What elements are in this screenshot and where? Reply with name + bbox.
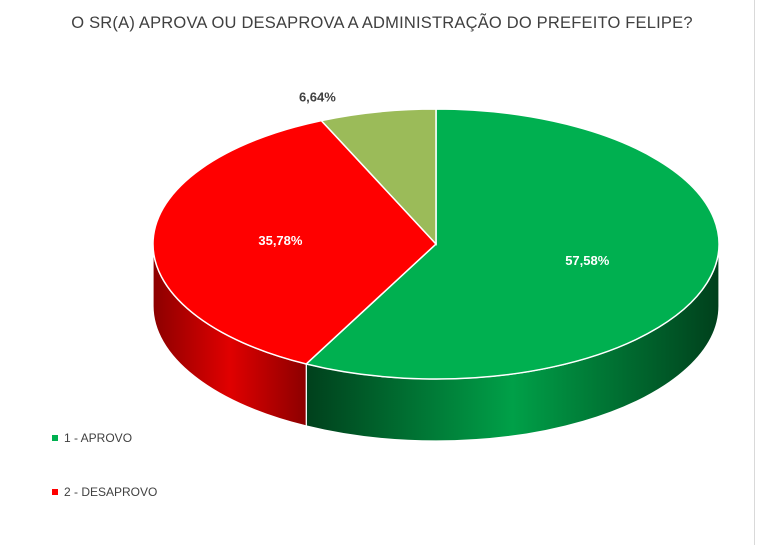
pie-slice-desaprovo [152, 119, 438, 365]
legend-label-desaprovo: 2 - DESAPROVO [64, 485, 158, 499]
legend-label-aprovo: 1 - APROVO [64, 431, 133, 445]
data-label-desaprovo: 35,78% [258, 233, 303, 248]
data-label-other: 6,64% [299, 89, 336, 104]
pie-slice-other [319, 108, 437, 246]
pie-slice-aprovo [304, 108, 720, 380]
legend-item-desaprovo: 2 - DESAPROVO [52, 484, 157, 500]
legend-swatch-desaprovo [52, 489, 58, 495]
chart-title: O SR(A) APROVA OU DESAPROVA A ADMINISTRA… [71, 14, 693, 32]
legend-swatch-aprovo [52, 435, 58, 441]
data-label-aprovo: 57,58% [565, 253, 610, 268]
legend-item-aprovo: 1 - APROVO [52, 430, 157, 446]
border-line [754, 0, 755, 545]
legend: 1 - APROVO 2 - DESAPROVO [52, 430, 157, 538]
